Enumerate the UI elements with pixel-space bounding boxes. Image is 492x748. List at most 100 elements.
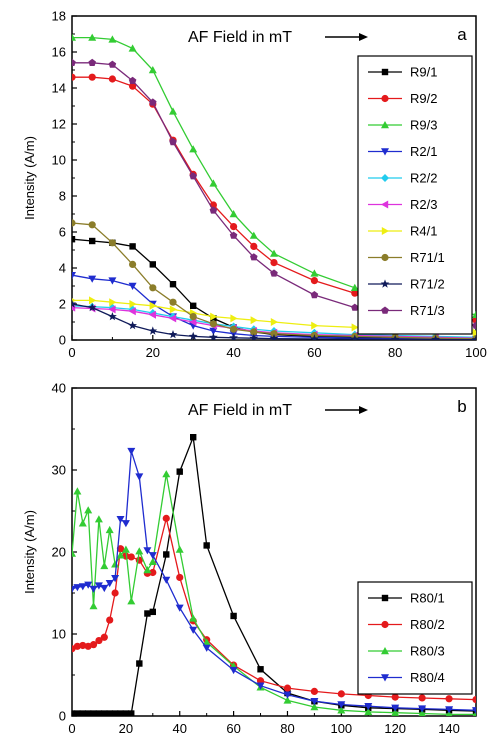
data-point <box>72 272 76 280</box>
y-tick-label: 16 <box>52 45 66 60</box>
data-point <box>209 332 218 340</box>
data-point <box>72 219 76 227</box>
plot-area <box>72 434 476 716</box>
data-point <box>108 75 116 83</box>
data-point <box>337 690 345 698</box>
legend-entry-label: R80/3 <box>410 644 445 659</box>
data-point <box>108 305 116 314</box>
data-point <box>391 693 399 701</box>
data-point <box>162 576 171 584</box>
field-annotation: AF Field in mT <box>188 402 292 419</box>
data-point <box>162 514 170 522</box>
data-point <box>149 568 157 577</box>
data-point <box>72 710 76 716</box>
data-point <box>431 334 440 340</box>
data-point <box>210 312 218 321</box>
x-tick-label: 20 <box>119 721 133 736</box>
data-point <box>176 573 184 582</box>
y-tick-label: 20 <box>52 545 66 560</box>
data-point <box>129 260 137 268</box>
data-point <box>190 434 197 441</box>
legend: R9/1 R9/2 R9/3 R2/1 R2/2 R2/3 R4/1 R71/1 R71/2 R7… <box>357 55 473 335</box>
panel-a-chart: 0 20 40 60 80 100 0 2 4 6 8 10 12 14 16 18 Intensity (A/… <box>22 9 487 361</box>
data-point <box>100 584 109 593</box>
data-point <box>230 223 238 231</box>
legend-entry-label: R80/1 <box>410 591 445 606</box>
series-line <box>72 305 476 338</box>
x-tick-label: 80 <box>388 345 402 360</box>
data-point <box>135 547 144 555</box>
data-point <box>310 698 319 706</box>
legend-marker <box>381 674 389 682</box>
data-point <box>72 299 77 308</box>
data-point <box>364 703 373 711</box>
x-tick-label: 60 <box>226 721 240 736</box>
data-point <box>472 328 476 337</box>
data-point <box>202 644 211 652</box>
data-point <box>128 44 137 52</box>
x-tick-label: 40 <box>226 345 240 360</box>
data-point <box>169 314 177 323</box>
data-point <box>283 696 292 704</box>
data-point <box>472 321 476 329</box>
data-point <box>72 236 76 243</box>
data-point <box>128 282 137 290</box>
data-point <box>88 221 96 229</box>
data-point <box>116 516 125 524</box>
data-point <box>127 447 136 456</box>
data-point <box>127 597 136 605</box>
data-point <box>350 283 359 291</box>
data-point <box>101 710 108 716</box>
data-point <box>135 473 144 481</box>
series-r71-2 <box>72 299 476 340</box>
data-point <box>129 243 136 250</box>
data-point <box>149 261 156 268</box>
legend-marker <box>381 594 389 602</box>
legend-marker <box>381 306 389 314</box>
data-point <box>117 710 124 716</box>
series-line <box>72 238 476 340</box>
data-point <box>310 277 318 285</box>
data-point <box>78 519 87 527</box>
data-point <box>189 172 197 180</box>
data-point <box>88 58 96 66</box>
data-point <box>190 302 197 309</box>
data-point <box>283 691 292 699</box>
data-point <box>79 710 86 716</box>
data-point <box>111 710 119 716</box>
data-point <box>88 275 97 283</box>
series-line <box>72 222 476 340</box>
x-tick-label: 0 <box>68 721 75 736</box>
data-point <box>169 107 177 115</box>
data-point <box>169 298 177 306</box>
x-tick-label: 40 <box>172 721 186 736</box>
legend-entry-label: R71/3 <box>410 303 445 318</box>
y-tick-label: 40 <box>52 381 66 396</box>
data-point <box>111 589 119 597</box>
y-tick-label: 0 <box>59 333 66 348</box>
data-point <box>310 334 319 340</box>
legend-entry-label: R80/4 <box>410 670 445 685</box>
data-point <box>189 145 198 153</box>
data-point <box>148 557 157 565</box>
data-point <box>351 303 359 311</box>
x-tick-label: 20 <box>146 345 160 360</box>
data-point <box>95 636 103 645</box>
data-point <box>95 710 103 716</box>
y-tick-label: 10 <box>52 153 66 168</box>
data-point <box>176 468 183 475</box>
y-tick-label: 4 <box>59 261 66 276</box>
legend-marker <box>381 227 389 235</box>
legend-entry-label: R9/2 <box>410 91 437 106</box>
data-point <box>72 33 76 41</box>
arrow-right-icon <box>325 406 368 414</box>
data-point <box>250 253 258 261</box>
legend-entry-label: R4/1 <box>410 224 437 239</box>
legend-marker <box>381 148 389 156</box>
data-point <box>169 138 177 146</box>
data-point <box>350 334 360 340</box>
data-point <box>144 610 151 617</box>
x-tick-label: 60 <box>307 345 321 360</box>
data-point <box>209 327 218 335</box>
